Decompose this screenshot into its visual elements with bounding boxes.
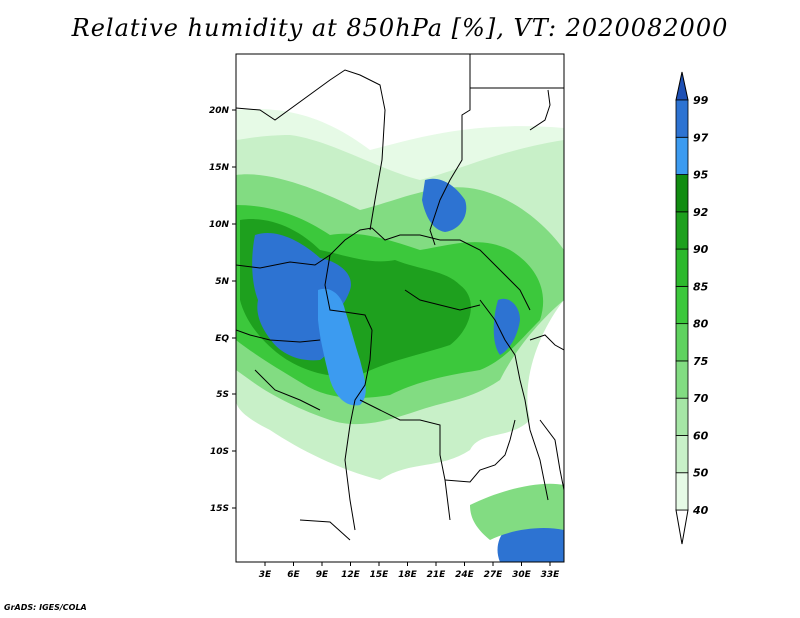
lon-label: 24E — [455, 570, 475, 580]
lon-label: 12E — [341, 570, 361, 580]
map-frame — [235, 53, 565, 563]
colorbar-swatch — [675, 360, 689, 399]
colorbar-label: 50 — [693, 467, 709, 480]
colorbar-label: 85 — [693, 280, 709, 293]
map-axes: 20N 15N 10N 5N EQ 5S 10S 15S 3E 6E 9E 12E 15E 18E 21E 2… — [209, 106, 560, 580]
lat-label: 10N — [209, 220, 230, 230]
colorbar-swatch — [675, 435, 689, 474]
lat-label: 5N — [215, 277, 229, 287]
colorbar-swatch — [675, 472, 689, 511]
chart-title: Relative humidity at 850hPa [%], VT: 202… — [71, 14, 729, 42]
lon-label: 3E — [259, 570, 272, 580]
rh-80-patch-south — [470, 483, 564, 540]
rh-50-region — [236, 109, 564, 180]
rh-95-patch-north — [422, 178, 467, 232]
colorbar: 40 50 60 70 75 80 85 90 92 95 97 99 — [675, 71, 709, 545]
lat-label: EQ — [215, 334, 229, 344]
colorbar-label: 70 — [693, 392, 709, 405]
colorbar-swatch — [675, 99, 689, 138]
lon-label: 21E — [427, 570, 447, 580]
colorbar-swatch — [675, 248, 689, 287]
colorbar-label: 99 — [693, 94, 709, 107]
colorbar-label: 75 — [693, 355, 709, 368]
lat-label: 20N — [209, 106, 230, 116]
colorbar-arrow-high — [675, 71, 689, 101]
lon-label: 15E — [370, 570, 390, 580]
rh-95-patch-south — [497, 522, 564, 562]
lat-label: 10S — [210, 447, 229, 457]
colorbar-swatch — [675, 323, 689, 362]
lat-label: 5S — [216, 390, 229, 400]
lon-label: 9E — [316, 570, 329, 580]
lon-label: 27E — [484, 570, 504, 580]
colorbar-label: 90 — [693, 243, 709, 256]
country-borders — [236, 54, 564, 541]
lon-label: 33E — [541, 570, 561, 580]
rh-95-patch-east — [493, 298, 520, 355]
lat-label: 15S — [210, 504, 229, 514]
lon-label: 18E — [398, 570, 418, 580]
colorbar-label: 95 — [693, 169, 709, 182]
colorbar-swatch — [675, 397, 689, 436]
lon-label: 6E — [287, 570, 300, 580]
colorbar-swatch — [675, 174, 689, 213]
colorbar-swatch — [675, 211, 689, 250]
colorbar-label: 80 — [693, 318, 709, 331]
colorbar-label: 92 — [693, 206, 709, 219]
rh-97-region — [318, 288, 366, 406]
colorbar-arrow-low — [675, 509, 689, 545]
colorbar-swatch — [675, 285, 689, 325]
colorbar-label: 40 — [692, 504, 709, 517]
colorbar-swatch — [675, 136, 689, 175]
colorbar-label: 97 — [693, 131, 709, 144]
lat-label: 15N — [209, 163, 230, 173]
humidity-field — [236, 109, 564, 562]
lon-label: 30E — [512, 570, 532, 580]
grads-credit: GrADS: IGES/COLA — [4, 603, 87, 612]
colorbar-label: 60 — [693, 429, 709, 442]
